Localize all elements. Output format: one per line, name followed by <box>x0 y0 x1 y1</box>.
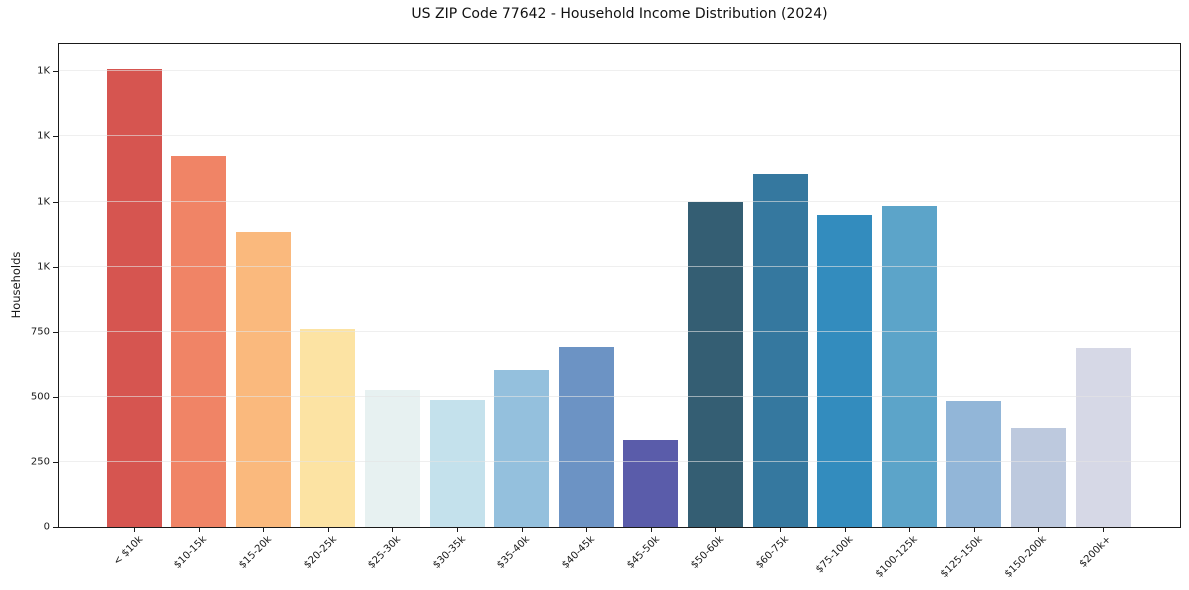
x-tick-mark <box>909 528 911 532</box>
x-tick-mark <box>780 528 781 532</box>
bar <box>623 440 679 527</box>
x-tick-mark <box>1103 528 1104 532</box>
x-tick-mark <box>457 528 458 532</box>
y-tick-mark <box>53 396 58 398</box>
bar <box>494 369 550 527</box>
x-tick-mark <box>844 528 846 532</box>
x-tick-mark <box>586 528 588 532</box>
plot-area <box>58 43 1181 528</box>
y-tick-label: 250 <box>30 456 50 468</box>
x-tick-mark <box>263 528 265 532</box>
x-tick-mark <box>650 528 652 532</box>
bar <box>881 205 937 527</box>
bar <box>946 401 1002 527</box>
bar <box>106 68 162 527</box>
x-tick-mark <box>327 528 329 532</box>
y-tick-mark <box>53 461 58 463</box>
y-tick-mark <box>53 527 58 528</box>
x-tick-mark <box>521 528 523 532</box>
gridline <box>59 395 1180 397</box>
y-tick-label: 1K <box>37 261 50 273</box>
bar <box>429 399 485 527</box>
bar <box>817 214 873 527</box>
x-tick-mark <box>134 528 135 532</box>
y-tick-mark <box>53 331 58 333</box>
gridline <box>59 135 1180 137</box>
gridline <box>59 330 1180 332</box>
y-tick-mark <box>53 71 58 73</box>
bar <box>687 202 743 527</box>
bar <box>752 174 808 527</box>
x-tick-mark <box>392 528 394 532</box>
gridline <box>59 265 1180 267</box>
x-tick-mark <box>1038 528 1040 532</box>
bar <box>171 155 227 527</box>
bar <box>235 232 291 527</box>
bar <box>1010 427 1066 527</box>
y-tick-label: 1K <box>37 196 50 208</box>
bar <box>364 390 420 527</box>
x-tick-mark <box>715 528 717 532</box>
y-tick-label: 1K <box>37 130 50 142</box>
y-tick-mark <box>53 201 58 203</box>
gridline <box>59 70 1180 72</box>
gridline <box>59 200 1180 202</box>
y-tick-mark <box>53 136 58 138</box>
bar <box>1075 348 1131 527</box>
chart-title: US ZIP Code 77642 - Household Income Dis… <box>411 6 828 22</box>
y-tick-label: 500 <box>30 391 50 403</box>
x-tick-mark <box>973 528 975 532</box>
x-tick-mark <box>198 528 200 532</box>
bar <box>558 346 614 527</box>
y-tick-label: 0 <box>43 521 50 533</box>
y-tick-label: 1K <box>37 65 50 77</box>
gridline <box>59 460 1180 462</box>
y-tick-label: 750 <box>30 326 50 338</box>
bar <box>300 328 356 527</box>
y-tick-mark <box>53 266 58 268</box>
